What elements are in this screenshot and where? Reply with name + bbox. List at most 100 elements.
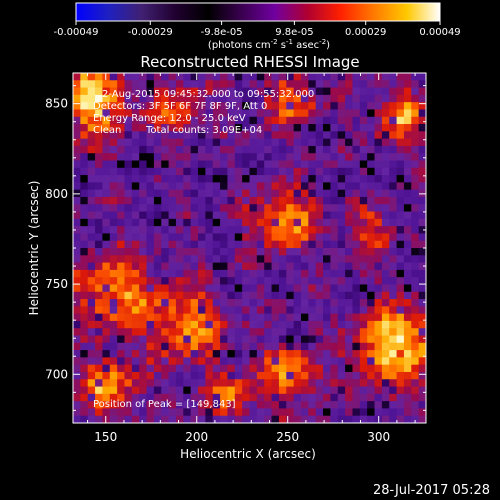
heatmap-cell [109, 379, 118, 387]
heatmap-cell [212, 240, 221, 249]
heatmap-cell [175, 320, 184, 329]
heatmap-cell [212, 182, 221, 191]
heatmap-cell [278, 87, 287, 96]
heatmap-cell [374, 379, 383, 387]
heatmap-cell [286, 255, 295, 263]
heatmap-cell [175, 73, 184, 81]
heatmap-cell [183, 328, 192, 336]
heatmap-cell [264, 175, 272, 183]
heatmap-cell [330, 284, 339, 293]
heatmap-cell [220, 408, 228, 417]
heatmap-cell [352, 218, 361, 227]
heatmap-cell [109, 248, 118, 256]
heatmap-cell [95, 87, 103, 96]
heatmap-cell [367, 262, 375, 271]
heatmap-cell [337, 175, 346, 183]
heatmap-cell [315, 335, 324, 344]
heatmap-cell [323, 196, 331, 205]
heatmap-cell [359, 320, 368, 329]
heatmap-cell [345, 269, 353, 278]
heatmap-cell [212, 160, 221, 169]
heatmap-cell [175, 175, 184, 183]
heatmap-cell [87, 80, 96, 88]
heatmap-cell [367, 102, 375, 110]
heatmap-cell [198, 306, 206, 315]
heatmap-cell [80, 175, 89, 183]
heatmap-cell [345, 102, 353, 110]
heatmap-cell [139, 364, 147, 373]
heatmap-cell [396, 284, 405, 293]
heatmap-cell [308, 145, 317, 154]
heatmap-cell [345, 94, 353, 103]
heatmap-cell [352, 313, 361, 322]
heatmap-cell [345, 233, 353, 242]
colorbar-tick-label: 0.00029 [345, 27, 386, 38]
heatmap-cell [293, 226, 302, 234]
heatmap-cell [403, 167, 412, 176]
heatmap-cell [198, 291, 206, 300]
heatmap-cell [131, 386, 140, 395]
heatmap-cell [146, 364, 155, 373]
heatmap-cell [153, 255, 162, 263]
heatmap-cell [227, 306, 236, 315]
heatmap-cell [330, 138, 339, 147]
heatmap-cell [352, 153, 361, 161]
heatmap-cell [95, 160, 103, 169]
heatmap-cell [109, 153, 118, 161]
heatmap-cell [315, 393, 324, 402]
heatmap-cell [102, 153, 111, 161]
heatmap-cell [102, 415, 111, 423]
heatmap-cell [87, 364, 96, 373]
heatmap-cell [102, 116, 111, 125]
heatmap-cell [337, 196, 346, 205]
heatmap-cell [249, 116, 258, 125]
heatmap-cell [183, 262, 192, 271]
heatmap-cell [168, 131, 177, 140]
heatmap-cell [374, 371, 383, 380]
heatmap-cell [403, 233, 412, 242]
heatmap-cell [161, 379, 169, 387]
heatmap-cell [80, 189, 89, 198]
heatmap-cell [146, 379, 155, 387]
heatmap-cell [175, 262, 184, 271]
heatmap-cell [315, 284, 324, 293]
heatmap-cell [227, 73, 236, 81]
heatmap-cell [205, 371, 214, 380]
heatmap-cell [161, 211, 169, 220]
heatmap-cell [337, 364, 346, 373]
heatmap-cell [323, 401, 331, 409]
heatmap-cell [234, 379, 243, 387]
heatmap-cell [256, 255, 265, 263]
heatmap-cell [300, 87, 309, 96]
heatmap-cell [242, 328, 250, 336]
footer-timestamp: 28-Jul-2017 05:28 [373, 483, 490, 498]
heatmap-cell [300, 196, 309, 205]
heatmap-cell [220, 233, 228, 242]
heatmap-cell [190, 138, 199, 147]
heatmap-cell [212, 386, 221, 395]
heatmap-cell [234, 320, 243, 329]
heatmap-cell [330, 415, 339, 423]
heatmap-cell [220, 218, 228, 227]
heatmap-cell [359, 379, 368, 387]
heatmap-cell [227, 291, 236, 300]
heatmap-cell [264, 233, 272, 242]
heatmap-cell [80, 116, 89, 125]
heatmap-cell [256, 218, 265, 227]
heatmap-cell [183, 401, 192, 409]
heatmap-cell [234, 350, 243, 358]
heatmap-cell [271, 182, 280, 191]
heatmap-cell [418, 255, 426, 263]
heatmap-cell [131, 131, 140, 140]
heatmap-cell [330, 182, 339, 191]
heatmap-cell [80, 240, 89, 249]
heatmap-cell [131, 284, 140, 293]
heatmap-cell [278, 262, 287, 271]
heatmap-cell [131, 240, 140, 249]
heatmap-cell [212, 145, 221, 154]
heatmap-cell [403, 240, 412, 249]
heatmap-cell [190, 218, 199, 227]
heatmap-cell [293, 80, 302, 88]
heatmap-cell [286, 379, 295, 387]
heatmap-cell [117, 415, 125, 423]
